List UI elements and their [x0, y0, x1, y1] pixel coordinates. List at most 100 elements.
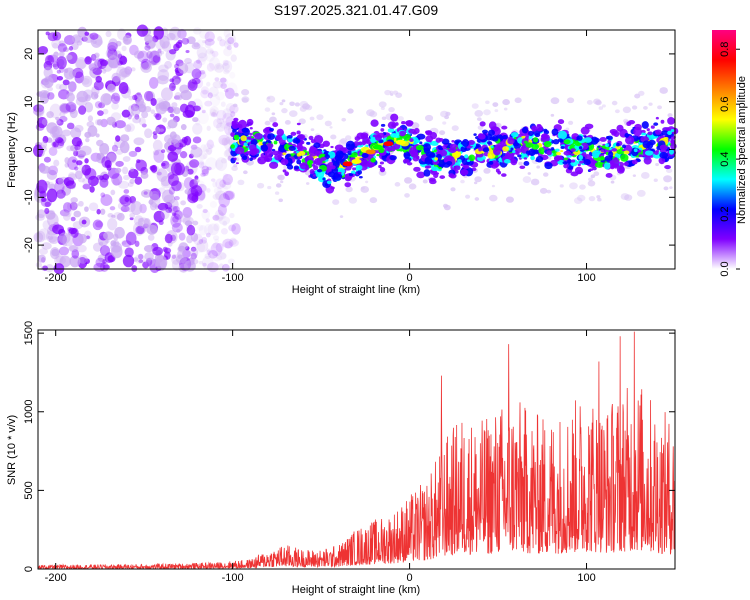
spectrogram-blob [212, 109, 219, 118]
spectrogram-blob [74, 144, 81, 151]
spectrogram-blob [216, 117, 224, 125]
spectrogram-blob [92, 67, 103, 76]
spectrogram-blob [191, 259, 199, 265]
spectrogram-blob [415, 145, 424, 151]
spectrogram-blob [78, 105, 87, 115]
spectrogram-blob [41, 242, 52, 250]
spectrogram-blob [327, 171, 336, 178]
spectrogram-blob [593, 171, 600, 177]
spectrogram-marks [32, 24, 679, 275]
spectrogram-blob [297, 156, 302, 160]
spectrogram-blob [150, 109, 156, 114]
spectrogram-blob [204, 40, 212, 49]
spectrogram-blob [347, 150, 353, 156]
spectrogram-blob [483, 167, 491, 174]
spectrogram-blob [84, 167, 97, 181]
spectrogram-blob [102, 264, 110, 270]
spectrogram-blob [111, 92, 121, 104]
spectrogram-blob [190, 246, 197, 252]
spectrogram-blob [70, 127, 82, 139]
spectrogram-blob [69, 245, 78, 252]
spectrogram-blob [557, 138, 563, 143]
spectrogram-blob [606, 135, 613, 141]
spectrogram-blob [428, 153, 436, 159]
spectrogram-blob [143, 90, 154, 102]
spectrogram-blob [370, 157, 376, 163]
spectrogram-blob [102, 68, 107, 74]
spectrogram-blob [587, 180, 596, 187]
spectrogram-blob [185, 50, 190, 54]
spectrogram-blob [502, 99, 510, 106]
spectrogram-blob [153, 26, 164, 40]
snr-x-label: Height of straight line (km) [292, 584, 420, 596]
spectrogram-blob [173, 210, 183, 220]
spectrogram-blob [494, 109, 499, 113]
colorbar-label: Normalized spectral amplitude [736, 76, 748, 224]
spectrogram-blob [96, 119, 103, 126]
spectrogram-blob [212, 181, 218, 188]
spectrogram-blob [134, 240, 140, 247]
spectrogram-blob [528, 148, 536, 156]
spectrogram-blob [563, 139, 571, 145]
spectrogram-hotspot [351, 158, 362, 164]
spectrogram-blob [242, 155, 248, 161]
spectrogram-blob [222, 220, 228, 227]
spectrogram-blob [35, 123, 45, 131]
spectrogram-blob [48, 224, 59, 232]
spectrogram-blob [474, 109, 484, 117]
spectrogram-blob [610, 180, 615, 184]
spectrogram-blob [76, 244, 87, 253]
spectrogram-blob [150, 98, 157, 106]
spectrogram-blob [460, 145, 467, 153]
spectrogram-blob [163, 194, 176, 205]
spectrogram-blob [157, 187, 166, 194]
spectrogram-blob [121, 109, 131, 118]
spectrogram-blob [144, 252, 154, 261]
spectrogram-hotspot [395, 139, 406, 145]
spectrogram-blob [205, 147, 213, 155]
spectrogram-blob [219, 39, 226, 47]
spectrogram-blob [438, 166, 442, 170]
spectrogram-blob [483, 109, 491, 116]
spectrogram-blob [108, 38, 119, 51]
spectrogram-blob [288, 145, 296, 151]
spectrogram-blob [230, 132, 236, 137]
spectrogram-blob [222, 112, 233, 126]
spectrogram-blob [344, 182, 352, 188]
spectrogram-blob [274, 191, 280, 195]
spectrogram-blob [562, 161, 568, 165]
spectrogram-blob [96, 139, 104, 147]
spectrogram-blob [67, 156, 79, 171]
spectrogram-blob [171, 180, 182, 192]
spectrogram-blob [525, 142, 534, 148]
spectrogram-blob [193, 135, 202, 144]
spectrogram-blob [56, 119, 64, 126]
spectrogram-blob [578, 146, 583, 150]
spectrogram-blob [200, 144, 207, 153]
spectrogram-blob [78, 254, 88, 264]
spectrogram-blob [49, 103, 62, 119]
spectrogram-blob [124, 196, 130, 203]
spectrogram-blob [143, 218, 151, 227]
spectrogram-blob [51, 38, 62, 49]
spectrogram-blob [563, 163, 569, 169]
spectrogram-blob [547, 156, 552, 160]
spectrogram-blob [329, 126, 333, 129]
spectrogram-blob [206, 188, 211, 193]
spectrogram-blob [77, 177, 86, 183]
spectrogram-blob [167, 119, 178, 129]
spectrogram-blob [290, 131, 297, 136]
chart-title: S197.2025.321.01.47.G09 [274, 2, 438, 18]
spectrogram-blob [624, 135, 635, 145]
spectrogram-blob [218, 78, 229, 87]
spectrogram-blob [95, 220, 104, 228]
spectrogram-blob [70, 197, 78, 203]
spectrogram-blob [631, 105, 638, 110]
spectrogram-blob [248, 144, 257, 151]
spectrogram-blob [638, 154, 643, 157]
spectrogram-blob [636, 189, 646, 197]
spectrogram-blob [584, 137, 592, 143]
spectrogram-blob [92, 219, 103, 231]
spectrogram-blob [186, 224, 196, 236]
spectrogram-blob [347, 108, 354, 114]
